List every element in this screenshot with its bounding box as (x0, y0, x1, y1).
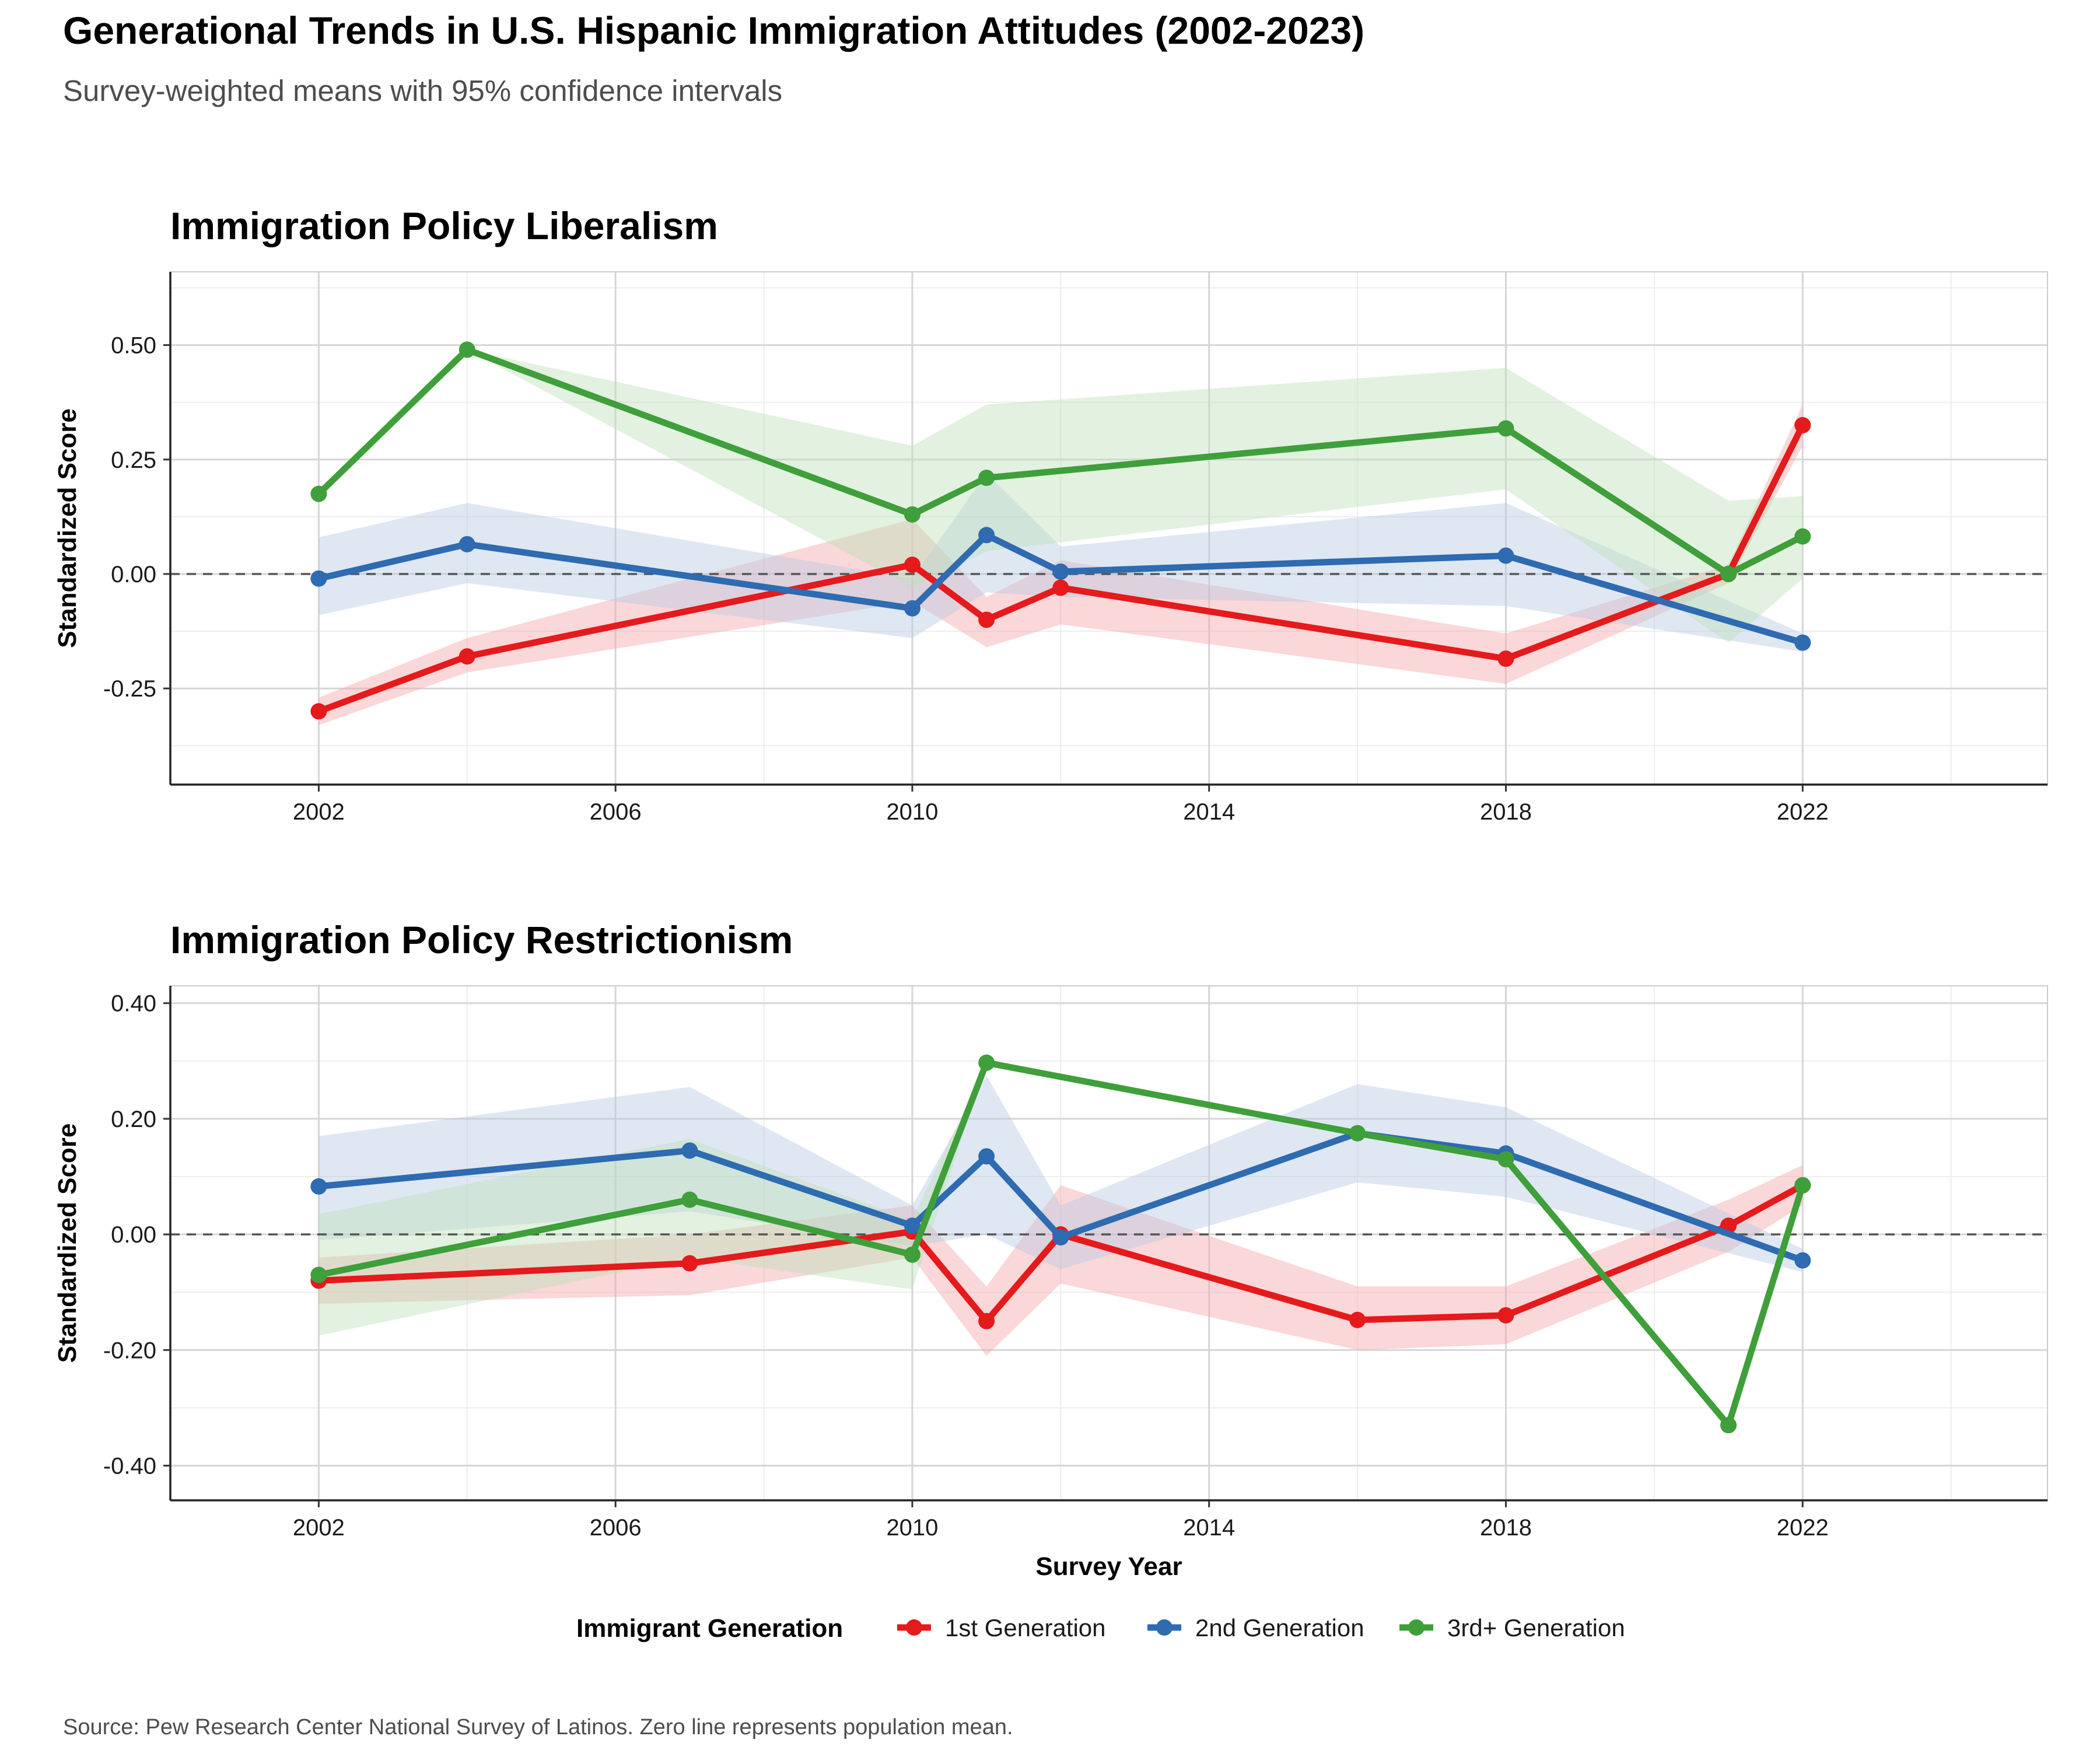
panel2-y-tick-label: 0.00 (111, 1222, 156, 1248)
panel2-point-1st-generation-2011 (978, 1312, 995, 1329)
panel2-ci-ribbon-1st-generation (318, 1165, 1803, 1356)
panel2-point-3rd-generation-2007 (681, 1191, 698, 1208)
panel2-ci-ribbon-2nd-generation (318, 1075, 1803, 1272)
panel2-x-tick-label-2018: 2018 (1480, 1515, 1532, 1541)
panel2-y-tick-label: -0.20 (103, 1338, 156, 1363)
panel1-point-2nd-generation-2011 (978, 527, 995, 544)
panel1-point-1st-generation-2002 (310, 703, 327, 720)
panel2-point-1st-generation-2007 (681, 1255, 698, 1272)
panel2-point-3rd-generation-2022 (1794, 1177, 1811, 1194)
panel2-y-tick-label: 0.20 (111, 1107, 156, 1132)
page-title: Generational Trends in U.S. Hispanic Imm… (63, 9, 1365, 52)
panel2-series-line-2nd-generation (315, 1130, 1806, 1264)
source-caption: Source: Pew Research Center National Sur… (63, 1715, 1013, 1740)
panel1-point-1st-generation-2018 (1497, 650, 1514, 667)
panel1-point-1st-generation-2012 (1052, 579, 1069, 596)
panel1-x-tick-label-2002: 2002 (293, 799, 345, 825)
panel2-title: Immigration Policy Restrictionism (170, 918, 793, 961)
legend: Immigrant Generation 1st Generation 2nd Ge… (576, 1614, 1625, 1643)
panel2-point-1st-generation-2018 (1497, 1307, 1514, 1324)
panel2-y-axis-title: Standardized Score (53, 1124, 82, 1363)
panel2-point-3rd-generation-2002 (310, 1266, 327, 1283)
panel1-x-tick-label-2018: 2018 (1480, 799, 1532, 825)
legend-key-point-1st-generation (906, 1619, 922, 1636)
panel1-y-tick-label: -0.25 (103, 676, 156, 702)
panel1-ci-ribbon-3rd-generation (318, 349, 1803, 643)
panel2-point-2nd-generation-2011 (978, 1148, 995, 1165)
panel1-point-3rd-generation-2011 (978, 470, 995, 487)
panel2-point-2nd-generation-2012 (1052, 1229, 1069, 1246)
panel2-point-2nd-generation-2002 (310, 1178, 327, 1195)
panel1-point-1st-generation-2011 (978, 611, 995, 628)
panel2-x-axis-title: Survey Year (1035, 1552, 1182, 1581)
panel1-point-3rd-generation-2018 (1497, 420, 1514, 437)
panel1-y-tick-label: 0.00 (111, 562, 156, 587)
panel2-point-3rd-generation-2021 (1720, 1417, 1737, 1434)
panel2-point-2nd-generation-2022 (1794, 1252, 1811, 1269)
panel2-point-1st-generation-2016 (1349, 1311, 1366, 1328)
page-subtitle: Survey-weighted means with 95% confidenc… (63, 74, 783, 107)
panel2-point-3rd-generation-2018 (1497, 1151, 1514, 1168)
panel1-point-1st-generation-2022 (1794, 416, 1811, 433)
panel1-y-tick-label: 0.25 (111, 447, 156, 473)
legend-label-1st-generation: 1st Generation (945, 1614, 1106, 1642)
panel1-ci-ribbon-2nd-generation (318, 473, 1803, 652)
panel1-point-1st-generation-2004 (459, 648, 475, 665)
panel2-point-3rd-generation-2016 (1349, 1125, 1366, 1142)
panel1-y-tick-label: 0.50 (111, 333, 156, 359)
panel2-point-2nd-generation-2010 (904, 1217, 921, 1234)
panel1-point-1st-generation-2010 (904, 556, 921, 573)
panel2-x-tick-label-2002: 2002 (293, 1515, 345, 1541)
panel2-point-2nd-generation-2007 (681, 1142, 698, 1159)
panel2-x-tick-label-2022: 2022 (1777, 1515, 1829, 1541)
panel1-point-2nd-generation-2012 (1052, 564, 1069, 580)
panel1-point-3rd-generation-2002 (310, 485, 327, 502)
legend-label-2nd-generation: 2nd Generation (1195, 1614, 1364, 1642)
panel1-series-line-1st-generation (315, 422, 1806, 715)
legend-title: Immigrant Generation (576, 1614, 843, 1643)
panel1-point-3rd-generation-2021 (1720, 565, 1737, 582)
panel1-point-3rd-generation-2022 (1794, 528, 1811, 545)
panel2-x-tick-label-2006: 2006 (590, 1515, 642, 1541)
panel2-x-tick-label-2010: 2010 (886, 1515, 938, 1541)
panel1-title: Immigration Policy Liberalism (170, 204, 718, 247)
legend-label-3rd-generation: 3rd+ Generation (1447, 1614, 1625, 1642)
legend-key-point-3rd-generation (1408, 1619, 1424, 1636)
panel1-point-2nd-generation-2018 (1497, 547, 1514, 564)
panel1-point-2nd-generation-2022 (1794, 634, 1811, 651)
liberalism-panel: Immigration Policy Liberalism 2002 2006 201… (53, 204, 2048, 825)
panel2-x-tick-label-2014: 2014 (1183, 1515, 1235, 1541)
panel2-point-3rd-generation-2010 (904, 1246, 921, 1263)
panel1-point-2nd-generation-2004 (459, 536, 475, 552)
panel2-y-tick-label: 0.40 (111, 991, 156, 1017)
panel1-point-2nd-generation-2010 (904, 600, 921, 617)
panel1-x-tick-label-2006: 2006 (590, 799, 642, 825)
panel1-x-tick-label-2022: 2022 (1777, 799, 1829, 825)
panel2-point-3rd-generation-2011 (978, 1054, 995, 1071)
panel1-y-axis-title: Standardized Score (53, 408, 82, 648)
panel1-x-tick-label-2014: 2014 (1183, 799, 1235, 825)
restrictionism-panel: Immigration Policy Restrictionism 2002 200… (53, 918, 2048, 1581)
panel1-x-tick-label-2010: 2010 (886, 799, 938, 825)
panel1-point-3rd-generation-2010 (904, 506, 921, 523)
panel1-point-3rd-generation-2004 (459, 341, 475, 358)
panel1-point-2nd-generation-2002 (310, 570, 327, 587)
panel2-series-line-3rd-generation (315, 1059, 1806, 1429)
panel2-y-tick-label: -0.40 (103, 1454, 156, 1479)
legend-key-point-2nd-generation (1156, 1619, 1172, 1636)
